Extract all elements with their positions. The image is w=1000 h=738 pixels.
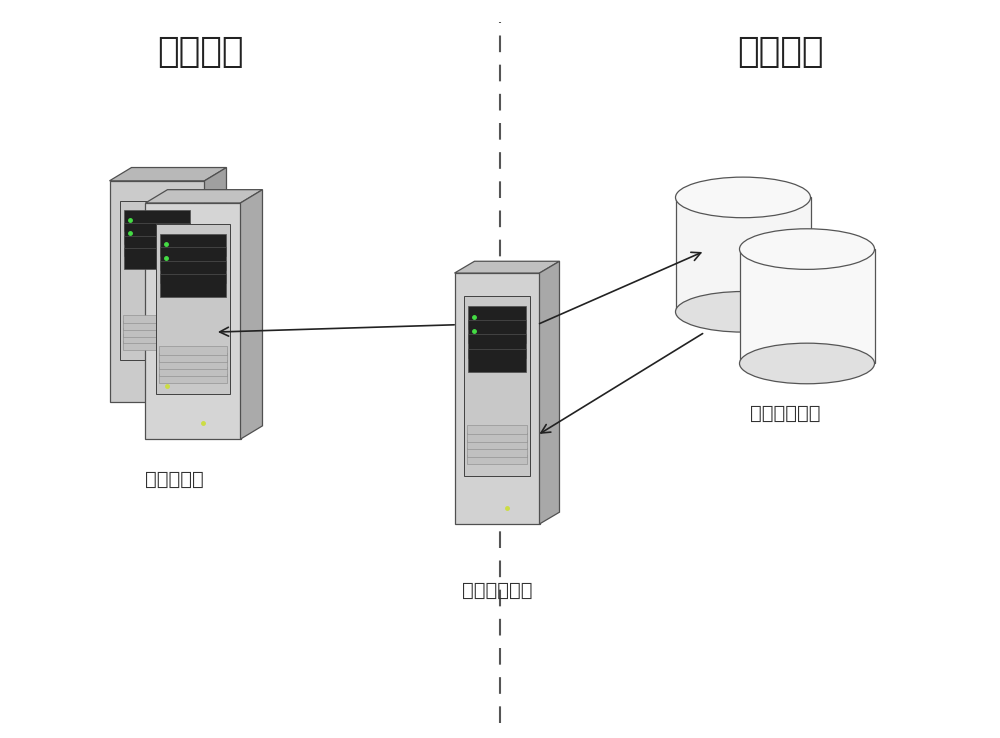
Polygon shape [676, 198, 810, 312]
Polygon shape [145, 190, 262, 203]
Bar [468, 348, 526, 372]
Bar [159, 367, 227, 376]
Ellipse shape [740, 343, 874, 384]
Bar [124, 210, 190, 231]
Polygon shape [110, 168, 226, 181]
Bar [159, 346, 227, 355]
Polygon shape [156, 224, 230, 394]
Bar [124, 223, 190, 244]
Polygon shape [454, 273, 540, 524]
Bar [160, 261, 226, 283]
Polygon shape [454, 261, 560, 273]
Bar [467, 441, 527, 449]
Bar [467, 432, 527, 441]
Bar [467, 425, 527, 434]
Text: 安全网关设备: 安全网关设备 [462, 581, 532, 600]
Polygon shape [110, 181, 205, 402]
Polygon shape [540, 261, 560, 524]
Bar [123, 321, 191, 330]
Polygon shape [205, 168, 226, 402]
Bar [123, 328, 191, 337]
Bar [124, 235, 190, 256]
Polygon shape [145, 203, 240, 439]
Polygon shape [120, 201, 194, 360]
Bar [160, 275, 226, 297]
Bar [160, 247, 226, 269]
Bar [123, 334, 191, 343]
Bar [467, 455, 527, 464]
Bar [124, 248, 190, 269]
Polygon shape [740, 249, 874, 364]
Polygon shape [464, 296, 530, 476]
Bar [123, 314, 191, 323]
Text: 应用服务器: 应用服务器 [145, 470, 204, 489]
Text: 信息外网: 信息外网 [157, 35, 243, 69]
Bar [468, 334, 526, 358]
Bar [159, 374, 227, 383]
Bar [123, 341, 191, 350]
Ellipse shape [740, 229, 874, 269]
Text: 信息内网: 信息内网 [737, 35, 823, 69]
Bar [159, 353, 227, 362]
Bar [159, 360, 227, 369]
Ellipse shape [676, 177, 810, 218]
Ellipse shape [676, 292, 810, 332]
Bar [467, 448, 527, 457]
Bar [468, 320, 526, 343]
Bar [160, 234, 226, 256]
Text: 数据库服务器: 数据库服务器 [750, 404, 820, 423]
Bar [468, 306, 526, 329]
Polygon shape [240, 190, 262, 439]
